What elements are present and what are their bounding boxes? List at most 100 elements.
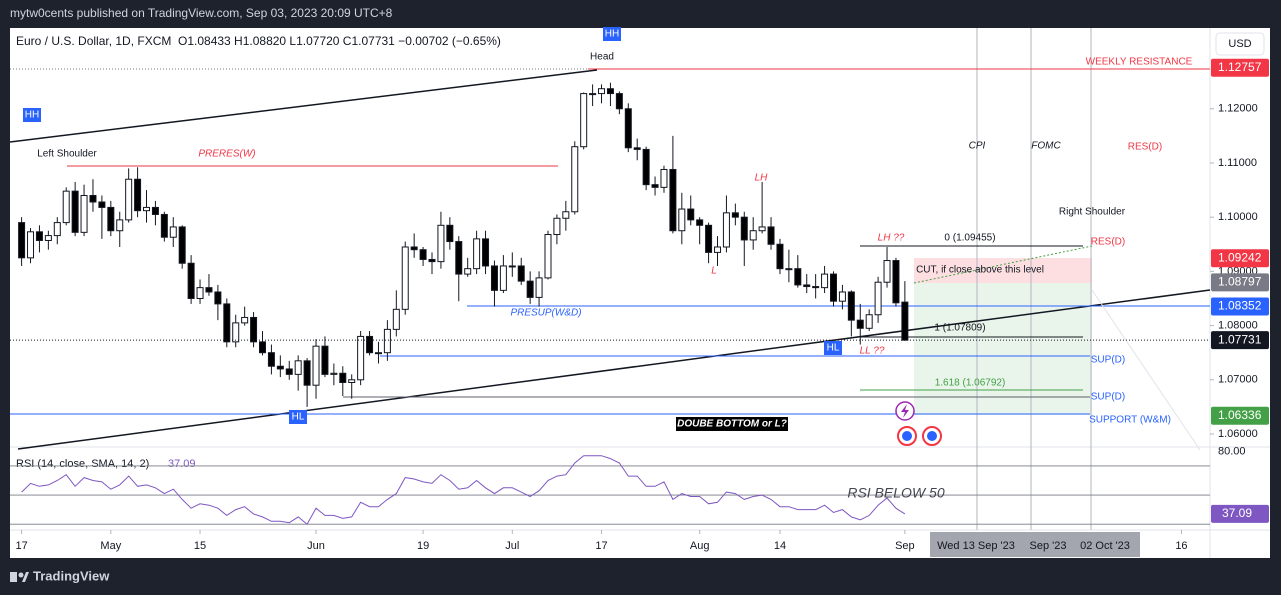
x-tick-label: Sep xyxy=(895,540,915,552)
candle-body xyxy=(838,291,846,302)
x-tick-label: 17 xyxy=(595,540,607,552)
price-badge-label: 1.09242 xyxy=(1218,250,1262,264)
candle-body xyxy=(714,246,722,253)
annotation-badge xyxy=(676,417,788,431)
candle-body xyxy=(116,219,124,232)
candle-body xyxy=(482,238,490,267)
candle-body xyxy=(330,372,338,375)
trendline xyxy=(9,69,598,143)
annotation: Head xyxy=(590,52,614,63)
candle-body xyxy=(901,301,909,341)
candle-body xyxy=(80,194,88,233)
candle-body xyxy=(526,280,534,298)
candle-body xyxy=(829,273,837,302)
candle-body xyxy=(535,277,543,298)
candle-body xyxy=(696,219,704,226)
x-tick-label: Aug xyxy=(690,540,710,552)
candle-body xyxy=(107,206,115,232)
candle-body xyxy=(303,360,311,386)
candle-body xyxy=(464,268,472,275)
candle-body xyxy=(18,222,26,259)
event-flag-inner xyxy=(927,431,937,441)
candle-body xyxy=(812,286,820,289)
annotation: RSI BELOW 50 xyxy=(847,485,944,501)
annotation: SUPPORT (W&M) xyxy=(1089,415,1171,426)
candle-body xyxy=(250,316,258,343)
candle-body xyxy=(357,335,365,381)
candle-body xyxy=(776,243,784,270)
annotation: LH ?? xyxy=(878,233,905,244)
event-icon-bolt xyxy=(901,404,909,418)
candle-body xyxy=(401,246,409,310)
candle-body xyxy=(178,226,186,264)
candle-body xyxy=(276,365,284,370)
candle-body xyxy=(874,281,882,316)
candle-body xyxy=(89,194,97,203)
annotation: Left Shoulder xyxy=(37,149,97,160)
candle-body xyxy=(722,212,730,248)
candle-body xyxy=(606,88,614,95)
x-tick-label: 16 xyxy=(1175,540,1187,552)
annotation: WEEKLY RESISTANCE xyxy=(1086,57,1193,68)
rsi-badge-label: 37.09 xyxy=(1222,506,1252,520)
candle-body xyxy=(473,238,481,270)
stop-zone xyxy=(914,258,1092,283)
price-badge-label: 1.12757 xyxy=(1218,60,1262,74)
candle-body xyxy=(223,303,231,343)
time-highlight-label: 02 Oct '23 xyxy=(1080,540,1130,552)
candle-body xyxy=(392,308,400,330)
annotation: HL xyxy=(292,412,305,423)
candle-body xyxy=(499,265,507,291)
candle-body xyxy=(705,224,713,253)
annotation: 1 (1.07809) xyxy=(934,323,985,334)
annotation-badge xyxy=(23,108,41,122)
candle-body xyxy=(98,201,106,208)
x-tick-label: Jul xyxy=(505,540,519,552)
rsi-value: 37.09 xyxy=(168,458,196,470)
price-badge xyxy=(1211,58,1269,77)
candle-body xyxy=(669,168,677,232)
candle-body xyxy=(856,319,864,329)
candle-body xyxy=(517,265,525,282)
annotation: LL ?? xyxy=(860,346,885,357)
annotation: PRERES(W) xyxy=(198,149,255,160)
candle-body xyxy=(134,178,142,212)
candle-body xyxy=(27,231,35,259)
header: mytw0cents published on TradingView.com,… xyxy=(10,6,393,20)
candle-body xyxy=(241,316,249,324)
y-tick-label: 1.08000 xyxy=(1218,319,1258,331)
ohlc-legend: O1.08433 H1.08820 L1.07720 C1.07731 −0.0… xyxy=(178,34,501,48)
profit-zone xyxy=(914,283,1092,415)
candle-body xyxy=(196,287,204,299)
candle-body xyxy=(883,260,891,283)
annotation: HH xyxy=(25,110,39,121)
rsi-title: RSI (14, close, SMA, 14, 2) xyxy=(16,458,149,470)
candle-body xyxy=(446,224,454,243)
candle-body xyxy=(232,322,240,343)
candle-body xyxy=(437,224,445,263)
candle-body xyxy=(660,168,668,188)
symbol-title: Euro / U.S. Dollar, 1D, FXCM xyxy=(16,34,171,48)
annotation-badge xyxy=(603,27,621,41)
currency: USD xyxy=(1228,38,1251,50)
event-flag-inner xyxy=(902,431,912,441)
annotation: RES(D) xyxy=(1128,142,1162,153)
currency-button[interactable] xyxy=(1215,32,1265,56)
price-badge xyxy=(1211,273,1269,292)
annotation: L xyxy=(711,266,717,277)
candle-body xyxy=(285,368,293,375)
annotation: RES(D) xyxy=(1091,237,1125,248)
time-highlight xyxy=(930,532,1140,557)
price-badge xyxy=(1211,331,1269,350)
annotation: SUP(D) xyxy=(1091,392,1125,403)
candle-body xyxy=(258,341,266,354)
candle-body xyxy=(348,379,356,383)
annotation: CPI xyxy=(969,141,986,152)
annotation: DOUBE BOTTOM or L? xyxy=(677,419,787,430)
logo xyxy=(10,572,29,582)
x-tick-label: 17 xyxy=(15,540,27,552)
y-tick-label: 1.06000 xyxy=(1218,428,1258,440)
candle-body xyxy=(687,208,695,221)
candle-body xyxy=(410,246,418,251)
annotation: 0 (1.09455) xyxy=(944,233,995,244)
